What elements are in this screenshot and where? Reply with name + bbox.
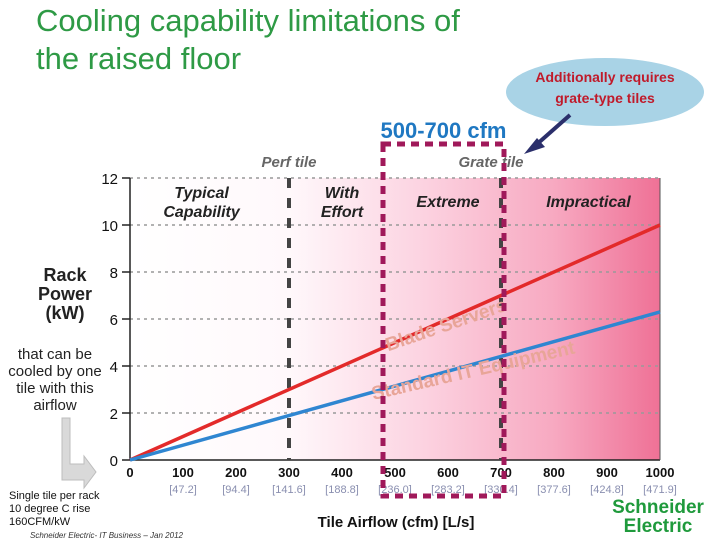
y-tick-label-12: 12 [101,171,118,188]
y-axis-sublabel-line-2: cooled by one [8,363,102,380]
x-tick-label-100: 100 [172,465,194,480]
y-tick-label-8: 8 [110,265,118,282]
highlight-box [380,141,507,499]
x-tick-ls-label-100: [47.2] [169,484,197,496]
y-axis-sublabel-line-1: that can be [17,346,93,363]
schneider-logo: Schneider Electric [598,498,718,536]
region-label-1-line-1: Effort [321,204,364,221]
x-tick-label-300: 300 [278,465,300,480]
x-tick-ls-label-300: [141.6] [272,484,306,496]
x-tick-ls-label-700: [330.4] [484,484,518,496]
x-tick-label-0: 0 [126,465,133,480]
x-tick-label-1000: 1000 [646,465,675,480]
x-tick-label-800: 800 [543,465,565,480]
perf-tile-label: Perf tile [261,154,316,171]
bent-arrow-icon [61,417,97,490]
callout-arrow-head-icon [524,138,545,154]
x-tick-ls-label-600: [283.2] [431,484,465,496]
note-line-3: 160CFM/kW [9,516,71,528]
x-tick-ls-label-1000: [471.9] [643,484,677,496]
callout-line-1: Additionally requires [535,69,675,85]
grate-tile-callout: Additionally requires grate-type tiles [506,58,704,126]
y-axis-label-line-1: Rack [43,265,87,285]
x-tick-label-200: 200 [225,465,247,480]
logo-line-1: Schneider [612,497,704,518]
region-label-0-line-1: Capability [163,204,241,221]
y-axis-label-line-3: (kW) [45,303,85,323]
x-tick-label-700: 700 [490,465,512,480]
y-axis-label: Rack Power (kW) [30,266,100,323]
region-label-3-line-0: Impractical [546,194,631,211]
y-tick-label-4: 4 [110,359,118,376]
x-tick-label-600: 600 [437,465,459,480]
x-tick-label-400: 400 [331,465,353,480]
x-tick-ls-label-800: [377.6] [537,484,571,496]
footer-text: Schneider Electric- IT Business – Jan 20… [30,531,183,540]
region-label-2-line-0: Extreme [416,194,479,211]
note-line-2: 10 degree C rise [9,503,91,515]
grate-tile-label: Grate tile [458,154,523,171]
y-axis-sublabel: that can be cooled by one tile with this… [0,346,110,414]
callout-line-2: grate-type tiles [555,90,655,106]
x-axis-title: Tile Airflow (cfm) [L/s] [317,514,475,531]
x-tick-ls-label-900: [424.8] [590,484,624,496]
x-tick-ls-label-500: [236.0] [378,484,412,496]
highlight-label: 500-700 cfm [381,118,507,143]
region-label-0-line-0: Typical [174,185,229,202]
logo-line-2: Electric [623,516,693,537]
assumption-note: Single tile per rack 10 degree C rise 16… [9,490,149,529]
callout-arrow-line [534,113,572,147]
series-line-0 [129,223,661,462]
y-axis-label-line-2: Power [37,284,93,304]
page-title: Cooling capability limitations of the ra… [36,3,460,76]
x-tick-label-900: 900 [596,465,618,480]
note-line-1: Single tile per rack [9,490,100,502]
y-axis-sublabel-line-4: airflow [33,397,77,414]
x-tick-label-500: 500 [384,465,406,480]
y-tick-label-10: 10 [101,218,118,235]
x-tick-ls-label-200: [94.4] [222,484,250,496]
y-tick-label-2: 2 [110,406,118,423]
x-tick-ls-label-400: [188.8] [325,484,359,496]
y-tick-label-6: 6 [110,312,118,329]
y-axis-sublabel-line-3: tile with this [16,380,94,397]
series-line-1 [129,310,661,462]
y-tick-label-0: 0 [110,453,118,470]
region-label-1-line-0: With [325,185,360,202]
